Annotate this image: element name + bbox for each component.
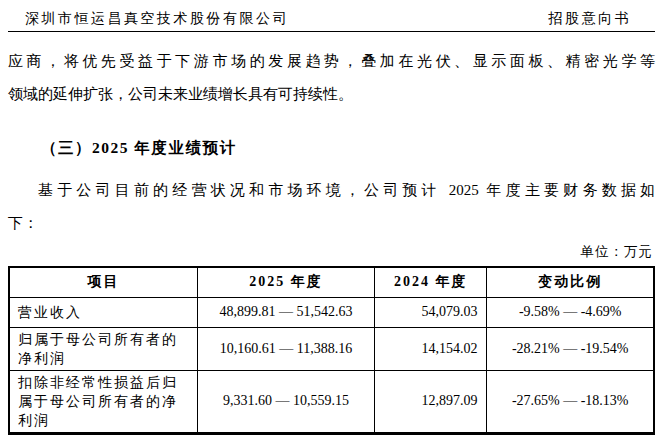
cell-change-range: -27.65% — -18.13% xyxy=(487,370,654,433)
table-header-row: 项目 2025 年度 2024 年度 变动比例 xyxy=(9,267,654,297)
cell-2025-range: 48,899.81 — 51,542.63 xyxy=(197,297,374,327)
prospectus-page: 深圳市恒运昌真空技术股份有限公司 招股意向书 应商，将优先受益于下游市场的发展趋… xyxy=(0,0,666,435)
financial-forecast-table: 项目 2025 年度 2024 年度 变动比例 营业收入 48,899.81 —… xyxy=(8,266,655,435)
cell-item-text: 营业收入 xyxy=(18,303,188,322)
cell-change-range: -9.58% — -4.69% xyxy=(487,297,654,327)
cell-item-text: 扣除非经常性损益后归属于母公司所有者的净利润 xyxy=(18,373,188,430)
doc-type-label: 招股意向书 xyxy=(549,9,632,28)
company-name: 深圳市恒运昌真空技术股份有限公司 xyxy=(25,9,289,28)
intro-line-2: 领域的延伸扩张，公司未来业绩增长具有可持续性。 xyxy=(8,78,655,111)
cell-item: 归属于母公司所有者的净利润 xyxy=(9,327,197,370)
col-header-2025: 2025 年度 xyxy=(197,267,374,297)
col-header-change: 变动比例 xyxy=(487,267,654,297)
section-heading: （三）2025 年度业绩预计 xyxy=(41,137,655,158)
forecast-paragraph: 基于公司目前的经营状况和市场环境，公司预计 2025 年度主要财务数据如 下： xyxy=(8,174,655,240)
table-row-net-profit-excl-nonrecurring: 扣除非经常性损益后归属于母公司所有者的净利润 9,331.60 — 10,559… xyxy=(9,370,654,433)
intro-paragraph: 应商，将优先受益于下游市场的发展趋势，叠加在光伏、显示面板、精密光学等 领域的延… xyxy=(8,45,655,111)
cell-2025-range: 10,160.61 — 11,388.16 xyxy=(197,327,374,370)
cell-2024-value: 14,154.02 xyxy=(375,327,487,370)
cell-2025-range: 9,331.60 — 10,559.15 xyxy=(197,370,374,433)
table-row-net-profit: 归属于母公司所有者的净利润 10,160.61 — 11,388.16 14,1… xyxy=(9,327,654,370)
col-header-item: 项目 xyxy=(9,267,197,297)
cell-change-range: -28.21% — -19.54% xyxy=(487,327,654,370)
cell-item-text: 归属于母公司所有者的净利润 xyxy=(18,330,188,368)
running-head: 深圳市恒运昌真空技术股份有限公司 招股意向书 xyxy=(8,0,655,32)
forecast-line-1: 基于公司目前的经营状况和市场环境，公司预计 2025 年度主要财务数据如 xyxy=(8,174,655,207)
col-header-2024: 2024 年度 xyxy=(375,267,487,297)
cell-item: 扣除非经常性损益后归属于母公司所有者的净利润 xyxy=(9,370,197,433)
cell-2024-value: 12,897.09 xyxy=(375,370,487,433)
table-row-revenue: 营业收入 48,899.81 — 51,542.63 54,079.03 -9.… xyxy=(9,297,654,327)
cell-2024-value: 54,079.03 xyxy=(375,297,487,327)
unit-note: 单位：万元 xyxy=(8,243,655,261)
forecast-line-2: 下： xyxy=(8,207,655,240)
intro-line-1: 应商，将优先受益于下游市场的发展趋势，叠加在光伏、显示面板、精密光学等 xyxy=(8,45,655,78)
cell-item: 营业收入 xyxy=(9,297,197,327)
